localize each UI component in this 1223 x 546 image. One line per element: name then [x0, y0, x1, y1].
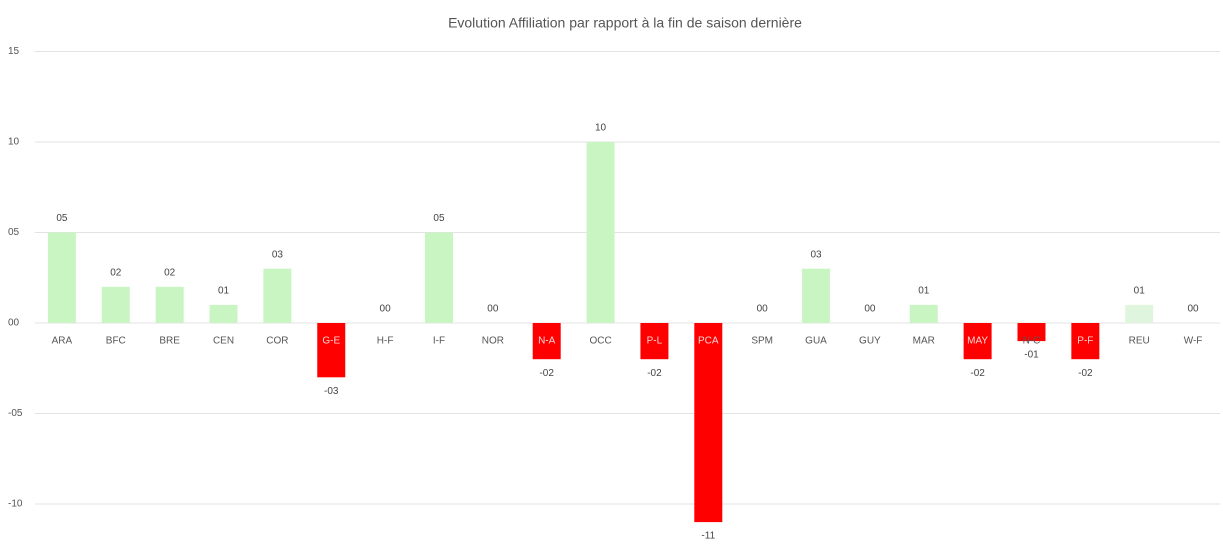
value-label: 01 — [218, 286, 230, 297]
y-tick-label: -10 — [8, 499, 23, 510]
x-tick-label: N-A — [538, 336, 556, 347]
x-tick-label: ARA — [52, 336, 73, 347]
x-tick-label: SPM — [751, 336, 773, 347]
value-label: 00 — [757, 304, 769, 315]
bar — [155, 286, 184, 323]
x-tick-label: H-F — [377, 336, 394, 347]
value-label: 00 — [864, 304, 876, 315]
bar — [1125, 304, 1154, 323]
value-label: 01 — [918, 286, 930, 297]
x-tick-label: NOR — [482, 336, 504, 347]
value-label: 01 — [1134, 286, 1146, 297]
bar — [640, 323, 669, 360]
x-tick-label: N-C — [1023, 336, 1041, 347]
x-tick-label: W-F — [1184, 336, 1203, 347]
bar — [532, 323, 561, 360]
y-tick-label: -05 — [8, 408, 23, 419]
bar — [802, 268, 831, 323]
bar — [1071, 323, 1100, 360]
value-label: 00 — [487, 304, 499, 315]
value-label: 10 — [595, 123, 607, 134]
x-tick-label: CEN — [213, 336, 234, 347]
value-label: -02 — [647, 368, 662, 379]
bar — [101, 286, 130, 323]
x-tick-label: BRE — [159, 336, 180, 347]
x-tick-label: BFC — [106, 336, 126, 347]
value-label: 02 — [110, 267, 122, 278]
bar — [424, 232, 453, 323]
x-tick-label: I-F — [433, 336, 445, 347]
chart-title: Evolution Affiliation par rapport à la f… — [448, 15, 802, 31]
bar — [586, 142, 615, 323]
bar — [209, 304, 238, 323]
y-tick-label: 15 — [8, 46, 20, 57]
x-tick-label: MAY — [967, 336, 988, 347]
value-label: -02 — [539, 368, 554, 379]
value-label: 05 — [433, 213, 445, 224]
value-label: -01 — [1024, 350, 1039, 361]
x-tick-label: COR — [266, 336, 288, 347]
bar — [263, 268, 292, 323]
value-label: 05 — [56, 213, 68, 224]
value-label: -02 — [970, 368, 985, 379]
bar — [694, 323, 723, 523]
x-tick-label: REU — [1129, 336, 1150, 347]
y-tick-label: 00 — [8, 318, 20, 329]
value-label: 03 — [810, 249, 822, 260]
bar — [47, 232, 76, 323]
x-tick-label: OCC — [589, 336, 611, 347]
x-tick-label: G-E — [322, 336, 340, 347]
value-label: -02 — [1078, 368, 1093, 379]
value-label: -11 — [701, 531, 715, 542]
x-tick-label: P-L — [647, 336, 663, 347]
value-label: -03 — [324, 386, 339, 397]
x-tick-label: GUA — [805, 336, 827, 347]
value-label: 03 — [272, 249, 284, 260]
bar — [1017, 323, 1046, 342]
x-tick-label: P-F — [1077, 336, 1093, 347]
value-label: 00 — [1188, 304, 1200, 315]
value-label: 00 — [380, 304, 392, 315]
y-tick-label: 10 — [8, 137, 20, 148]
value-label: 02 — [164, 267, 176, 278]
x-tick-label: MAR — [913, 336, 935, 347]
y-tick-label: 05 — [8, 227, 20, 238]
bar — [909, 304, 938, 323]
bar — [317, 323, 346, 378]
bar — [963, 323, 992, 360]
x-tick-label: GUY — [859, 336, 881, 347]
x-tick-label: PCA — [698, 336, 719, 347]
